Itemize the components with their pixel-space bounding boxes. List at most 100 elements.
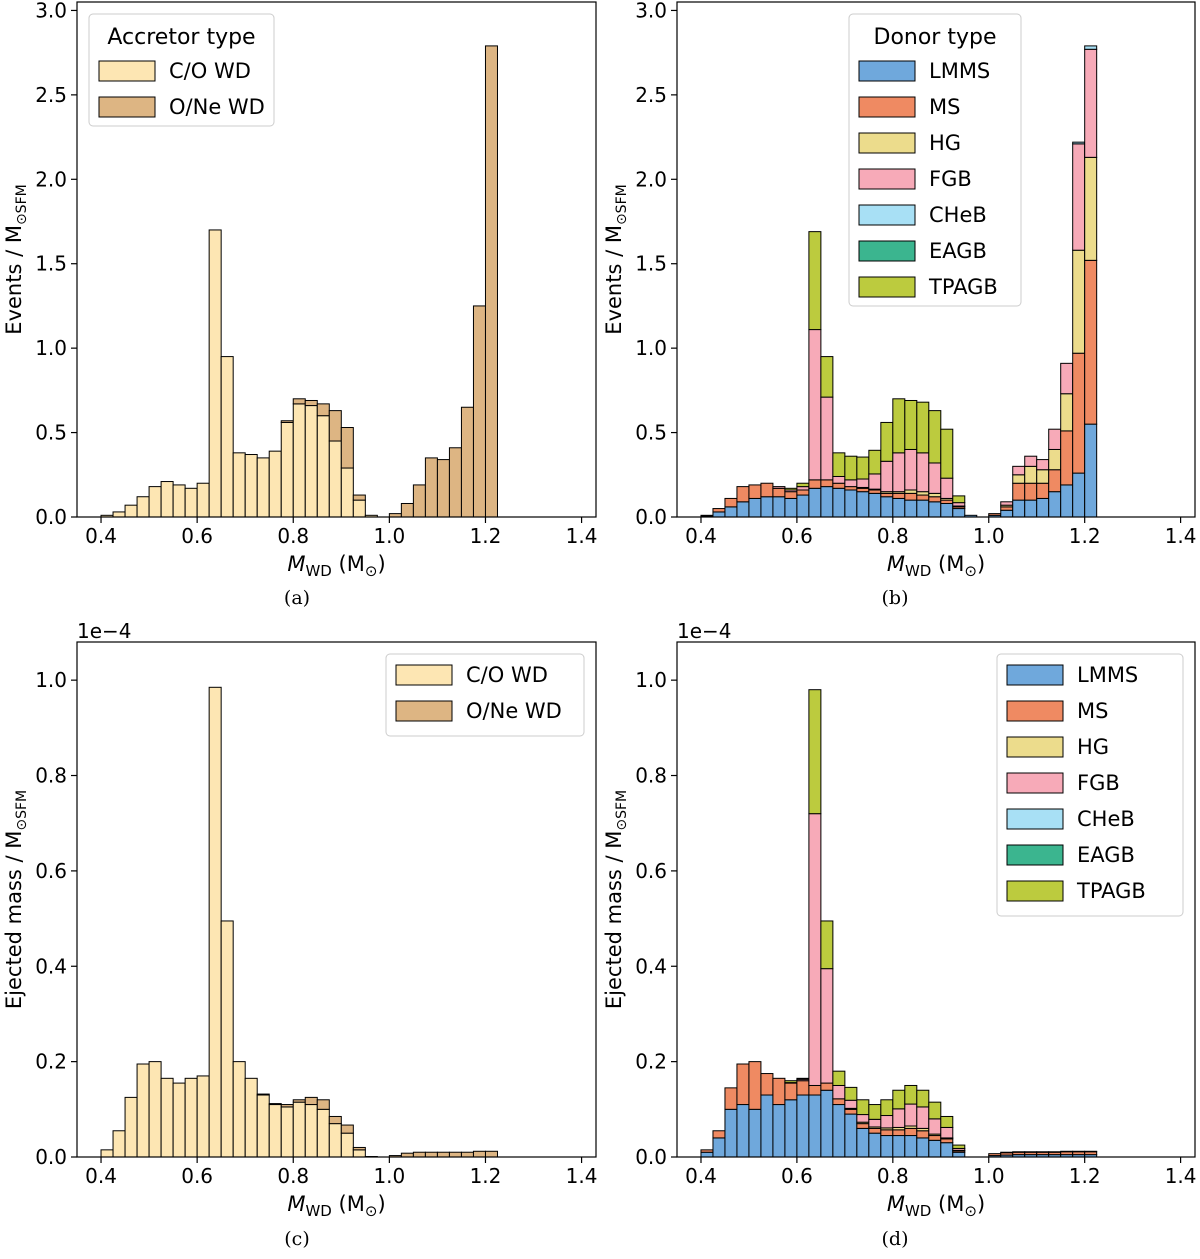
bar-tpagb-21: [952, 1144, 966, 1149]
bar-o-ne-wd-28: [436, 1151, 450, 1158]
y-tick-label: 0.6: [35, 859, 67, 883]
bar-lmms-17: [904, 1135, 918, 1158]
bar-fgb-12: [844, 1099, 858, 1109]
bar-lmms-18: [916, 499, 930, 518]
x-axis-label: MWD (M⊙): [887, 1192, 985, 1220]
y-tick-label: 2.0: [635, 167, 667, 191]
bar-lmms-2: [724, 506, 738, 518]
bar-ms-15: [880, 492, 894, 498]
legend-swatch-o-ne-wd: [395, 700, 453, 722]
bar-tpagb-10: [820, 920, 834, 970]
legend-swatch-lmms: [1006, 664, 1064, 686]
bar-fgb-11: [832, 475, 846, 484]
legend-label-lmms: LMMS: [1077, 663, 1138, 687]
x-tick-label: 0.8: [277, 524, 309, 548]
legend-label-o-ne-wd: O/Ne WD: [466, 699, 562, 723]
bar-c-o-wd-3: [136, 496, 150, 518]
legend-c: C/O WD O/Ne WD: [385, 653, 585, 737]
bar-tpagb-20: [940, 428, 954, 479]
bar-lmms-32: [1084, 423, 1098, 518]
bars-c: [100, 686, 498, 1158]
bar-fgb-8: [796, 486, 810, 491]
bar-lmms-7: [784, 497, 798, 518]
bar-c-o-wd-13: [256, 457, 270, 518]
legend-label-ms: MS: [1077, 699, 1108, 723]
bar-ms-5: [760, 1073, 774, 1096]
bar-hg-31: [1072, 249, 1086, 354]
bar-ms-7: [784, 491, 798, 499]
bar-o-ne-wd-13: [256, 1093, 270, 1096]
bar-lmms-13: [856, 1127, 870, 1158]
legend-label-eagb: EAGB: [929, 239, 987, 263]
bar-fgb-14: [868, 473, 882, 490]
bar-o-ne-wd-30: [460, 406, 474, 518]
bar-lmms-29: [1048, 491, 1062, 518]
bar-o-ne-wd-17: [304, 399, 318, 407]
x-tick-label: 0.4: [85, 524, 117, 548]
bar-lmms-4: [748, 497, 762, 518]
bar-lmms-21: [952, 508, 966, 518]
legend-swatch-eagb: [1006, 844, 1064, 866]
bar-lmms-5: [760, 1094, 774, 1158]
bar-fgb-10: [820, 396, 834, 481]
bar-ms-14: [868, 1127, 882, 1134]
y-tick-label: 0.4: [635, 954, 667, 978]
bar-o-ne-wd-30: [460, 1151, 474, 1158]
bar-lmms-15: [880, 496, 894, 518]
y-tick-label: 2.5: [35, 83, 67, 107]
bar-ms-32: [1084, 259, 1098, 425]
bar-ms-11: [832, 482, 846, 489]
bar-o-ne-wd-29: [448, 1151, 462, 1158]
bar-c-o-wd-2: [124, 1096, 138, 1158]
y-tick-label: 0.8: [635, 764, 667, 788]
bar-tpagb-20: [940, 1115, 954, 1128]
bar-o-ne-wd-28: [436, 459, 450, 518]
bar-fgb-11: [832, 1084, 846, 1100]
y-tick-label: 3.0: [35, 0, 67, 22]
legend-label-o-ne-wd: O/Ne WD: [169, 95, 265, 119]
panel-a: 0.4 0.6 0.8 1.0 1.2 1.4 0.0 0.5 1.0 1.5 2.0 2.5 3.0 M…: [2, 0, 597, 609]
bar-fgb-17: [904, 448, 918, 491]
bar-lmms-25: [1000, 509, 1014, 518]
bar-c-o-wd-18: [316, 415, 330, 518]
bar-lmms-5: [760, 496, 774, 518]
bar-o-ne-wd-20: [340, 1124, 354, 1134]
bar-lmms-15: [880, 1135, 894, 1158]
bar-c-o-wd-15: [280, 421, 294, 518]
bar-lmms-10: [820, 1089, 834, 1158]
bar-ms-12: [844, 486, 858, 491]
bar-tpagb-13: [856, 456, 870, 480]
legend-swatch-eagb: [858, 240, 916, 262]
bar-lmms-19: [928, 1139, 942, 1158]
bar-ms-0: [700, 514, 714, 517]
bar-o-ne-wd-27: [424, 457, 438, 518]
bar-tpagb-14: [868, 449, 882, 475]
bar-c-o-wd-0: [100, 1149, 114, 1158]
bar-tpagb-9: [808, 689, 822, 815]
y-axis-label: Events / M⊙SFM: [2, 184, 30, 334]
y-tick-label: 1.0: [635, 336, 667, 360]
bar-c-o-wd-17: [304, 1104, 318, 1158]
bar-lmms-14: [868, 1132, 882, 1158]
bar-lmms-8: [796, 1094, 810, 1158]
bar-tpagb-7: [784, 1080, 798, 1084]
legend-swatch-fgb: [1006, 772, 1064, 794]
axes-frame: [76, 641, 597, 1158]
x-tick-label: 1.2: [1069, 524, 1101, 548]
bar-lmms-0: [700, 1151, 714, 1158]
bar-tpagb-12: [844, 455, 858, 481]
bar-ms-3: [736, 1063, 750, 1106]
x-tick-label: 0.4: [685, 1164, 717, 1188]
bar-tpagb-17: [904, 1084, 918, 1105]
y-tick-label: 0.0: [635, 505, 667, 529]
bar-ms-1: [712, 1130, 726, 1139]
bar-c-o-wd-15: [280, 1106, 294, 1158]
bar-lmms-11: [832, 1104, 846, 1158]
bar-ms-16: [892, 1129, 906, 1137]
bar-fgb-25: [1000, 501, 1014, 506]
bar-fgb-20: [940, 1126, 954, 1139]
bar-fgb-29: [1048, 428, 1062, 450]
bar-c-o-wd-17: [304, 405, 318, 518]
bar-fgb-19: [928, 462, 942, 494]
bar-c-o-wd-3: [136, 1063, 150, 1158]
